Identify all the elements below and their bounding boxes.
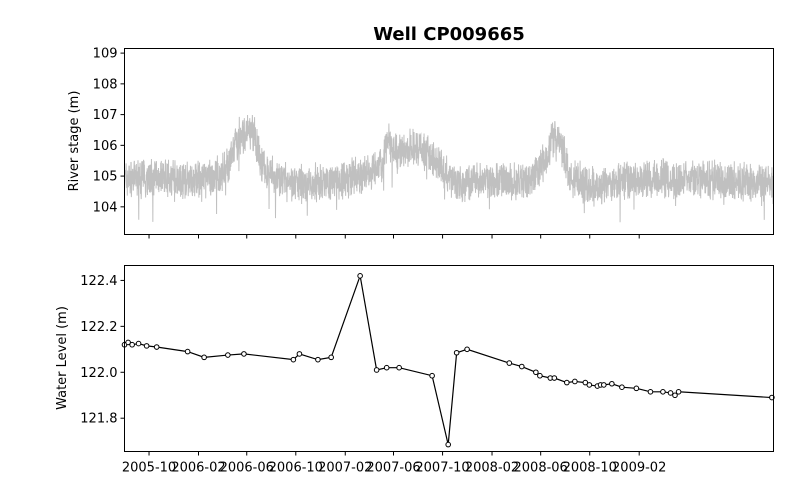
- water-level-x-tick-label: 2009-02: [612, 461, 666, 476]
- water-level-point: [201, 354, 207, 361]
- river-stage-panel: 104 105 106 107 108 109 River stage (m): [67, 47, 774, 239]
- water-level-plot-area: [124, 265, 774, 452]
- water-level-point: [396, 364, 402, 371]
- water-level-point: [143, 343, 150, 349]
- water-level-point: [667, 390, 674, 396]
- river-stage-y-tick-label: 108: [93, 77, 118, 92]
- water-level-y-axis: 121.8 122.0 122.2 122.4: [80, 274, 125, 427]
- water-level-point: [572, 378, 578, 385]
- water-level-point: [609, 380, 615, 387]
- water-level-x-tick-label: 2006-10: [269, 461, 323, 476]
- water-level-point: [290, 356, 297, 363]
- water-level-x-tick-label: 2006-02: [171, 461, 225, 476]
- water-level-x-tick-label: 2007-02: [318, 461, 372, 476]
- water-level-point: [357, 273, 363, 279]
- water-level-point: [551, 375, 558, 381]
- water-level-x-tick-label: 2006-06: [220, 461, 274, 476]
- water-level-point: [675, 389, 682, 395]
- water-level-x-tick-label: 2008-02: [465, 461, 519, 476]
- water-level-point: [506, 360, 513, 366]
- water-level-point: [429, 372, 435, 379]
- water-level-point: [129, 341, 135, 348]
- water-level-point: [533, 369, 539, 376]
- water-level-point: [153, 344, 160, 350]
- water-level-point: [383, 364, 390, 371]
- water-level-point: [647, 389, 654, 395]
- river-stage-x-axis: [148, 234, 640, 239]
- water-level-point: [373, 367, 380, 373]
- water-level-frame: [124, 265, 774, 452]
- water-level-point: [601, 382, 607, 388]
- water-level-x-tick-label: 2005-10: [122, 461, 176, 476]
- water-level-point: [660, 389, 666, 395]
- water-level-point: [125, 339, 131, 346]
- river-stage-y-tick-label: 104: [93, 200, 118, 215]
- water-level-y-tick-label: 122.0: [80, 366, 117, 381]
- river-stage-y-label: River stage (m): [67, 91, 82, 192]
- water-level-point: [672, 392, 678, 399]
- river-stage-frame: [124, 48, 774, 235]
- river-stage-y-axis: 104 105 106 107 108 109: [93, 47, 125, 215]
- water-level-point: [296, 351, 303, 357]
- water-level-point: [537, 372, 543, 379]
- water-level-point: [586, 382, 593, 388]
- river-stage-plot-area: [124, 48, 774, 235]
- water-level-point: [135, 340, 142, 347]
- water-level-x-tick-label: 2007-06: [366, 461, 420, 476]
- water-level-point: [315, 356, 321, 363]
- chart-title: Well CP009665: [373, 24, 525, 45]
- water-level-x-tick-label: 2007-10: [415, 461, 469, 476]
- water-level-point: [445, 441, 452, 448]
- water-level-point: [225, 352, 231, 358]
- water-level-point: [184, 348, 191, 355]
- river-stage-y-tick-label: 105: [93, 170, 118, 185]
- water-level-y-tick-label: 122.4: [80, 274, 117, 289]
- water-level-point: [518, 363, 525, 370]
- water-level-x-tick-label: 2008-06: [514, 461, 568, 476]
- water-level-point: [328, 354, 334, 361]
- water-level-point: [453, 349, 460, 356]
- water-level-point: [633, 385, 640, 392]
- water-level-y-label: Water Level (m): [55, 306, 70, 410]
- river-stage-series: [124, 114, 774, 223]
- water-level-y-tick-label: 122.2: [80, 320, 117, 335]
- water-level-point: [464, 346, 470, 353]
- water-level-point: [582, 379, 589, 386]
- water-level-y-tick-label: 121.8: [80, 412, 117, 427]
- water-level-point: [619, 384, 625, 391]
- water-level-point: [564, 379, 570, 386]
- water-level-x-tick-label: 2008-10: [563, 461, 617, 476]
- river-stage-y-tick-label: 109: [93, 47, 118, 62]
- river-stage-y-tick-label: 107: [93, 108, 118, 123]
- water-level-point: [241, 351, 247, 357]
- river-stage-line: [124, 114, 774, 223]
- water-level-x-axis: 2005-102006-022006-062006-102007-022007-…: [122, 451, 666, 476]
- river-stage-y-tick-label: 106: [93, 139, 118, 154]
